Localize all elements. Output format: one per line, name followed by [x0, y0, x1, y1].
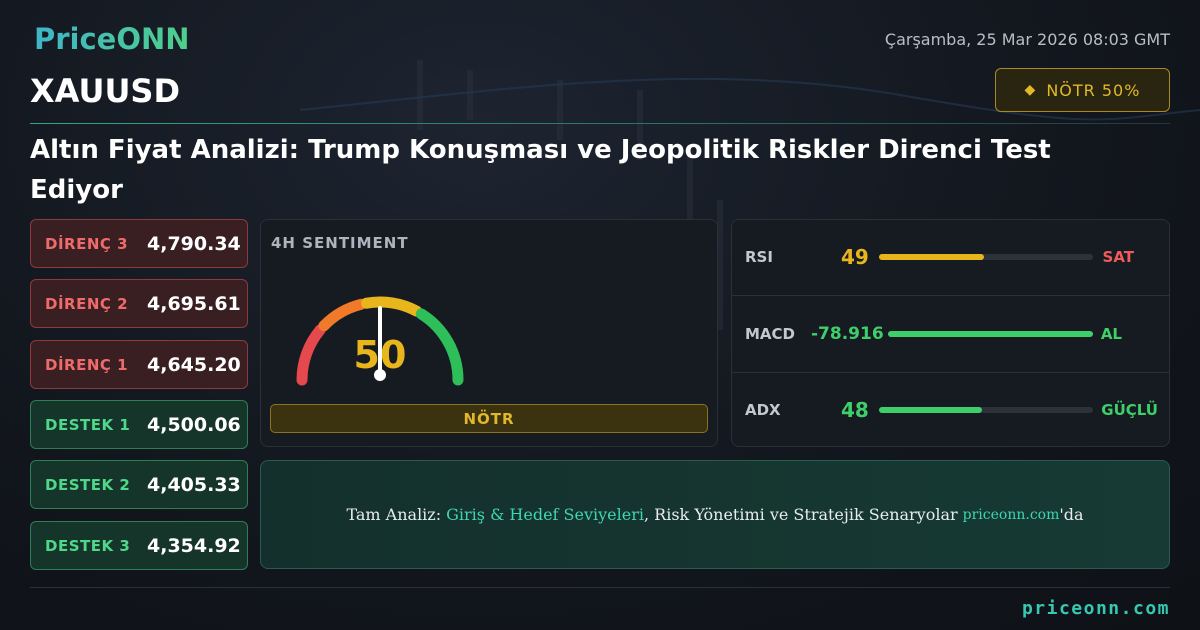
badge-text: NÖTR 50% — [1046, 80, 1141, 100]
level-label: DESTEK 1 — [45, 415, 131, 434]
level-value: 4,500.06 — [147, 413, 241, 436]
indicator-track — [888, 331, 1093, 337]
indicator-row: MACD -78.916 AL — [731, 296, 1170, 372]
level-value: 4,354.92 — [147, 534, 241, 557]
level: DİRENÇ 1 4,645.20 — [30, 340, 248, 389]
indicator-signal: SAT — [1102, 248, 1134, 266]
badge: ◆ NÖTR 50% — [995, 68, 1170, 112]
separator — [731, 295, 1170, 296]
cta-site[interactable]: priceonn.com — [962, 506, 1060, 523]
level: DESTEK 1 4,500.06 — [30, 400, 248, 449]
sentiment-status: NÖTR — [270, 404, 708, 433]
level-value: 4,695.61 — [147, 292, 241, 315]
indicator-row: RSI 49 SAT — [731, 219, 1170, 295]
indicator-name: MACD — [745, 325, 795, 343]
symbol: XAUUSD — [30, 72, 181, 110]
logo: PriceONN — [34, 22, 190, 56]
level-value: 4,405.33 — [147, 473, 241, 496]
indicator-value: 49 — [841, 245, 869, 269]
indicator-track — [879, 407, 1093, 413]
indicator-name: ADX — [745, 401, 781, 419]
indicator-value: 48 — [841, 398, 869, 422]
divider — [30, 123, 1170, 124]
level-label: DİRENÇ 2 — [45, 294, 129, 313]
cta-middle: , Risk Yönetimi ve Stratejik Senaryolar — [644, 505, 958, 524]
indicator-row: ADX 48 GÜÇLÜ — [731, 372, 1170, 448]
level: DİRENÇ 3 4,790.34 — [30, 219, 248, 268]
level: DESTEK 2 4,405.33 — [30, 460, 248, 509]
level-label: DESTEK 3 — [45, 536, 131, 555]
level: DESTEK 3 4,354.92 — [30, 521, 248, 570]
indicator-signal: GÜÇLÜ — [1101, 401, 1158, 419]
indicator-name: RSI — [745, 248, 773, 266]
level-value: 4,790.34 — [147, 232, 241, 255]
indicator-value: -78.916 — [811, 324, 884, 344]
cta-suffix: 'da — [1059, 505, 1084, 524]
cta-prefix: Tam Analiz: — [346, 505, 442, 524]
indicator-signal: AL — [1100, 325, 1122, 343]
separator — [731, 372, 1170, 373]
level-label: DESTEK 2 — [45, 475, 131, 494]
indicator-fill — [879, 254, 984, 260]
call-to-action[interactable]: Tam Analiz: Giriş & Hedef Seviyeleri, Ris… — [260, 460, 1170, 569]
date: Çarşamba, 25 Mar 2026 08:03 GMT — [884, 30, 1170, 49]
indicator-track — [879, 254, 1093, 260]
sentiment-label: 4H SENTIMENT — [271, 234, 409, 252]
cta-highlight: Giriş & Hedef Seviyeleri — [446, 505, 644, 524]
title: Altın Fiyat Analizi: Trump Konuşması ve … — [30, 135, 1051, 205]
level-value: 4,645.20 — [147, 353, 241, 376]
level-label: DİRENÇ 1 — [45, 355, 129, 374]
indicator-fill — [888, 331, 1093, 337]
level-label: DİRENÇ 3 — [45, 234, 129, 253]
bottom-line — [30, 587, 1170, 588]
footer-site[interactable]: priceonn.com — [1021, 598, 1170, 619]
indicator-fill — [879, 407, 982, 413]
level: DİRENÇ 2 4,695.61 — [30, 279, 248, 328]
